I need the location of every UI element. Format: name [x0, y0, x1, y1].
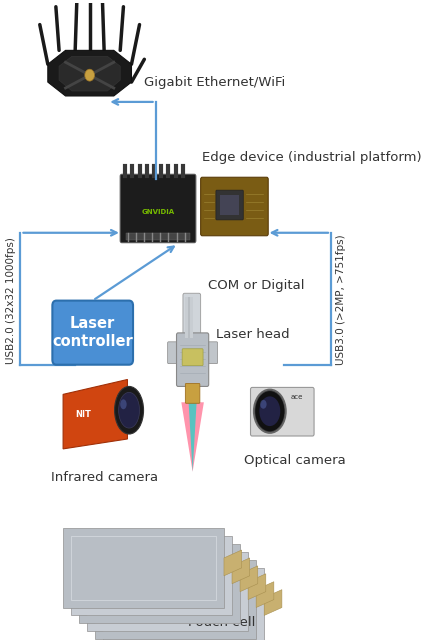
FancyBboxPatch shape	[185, 297, 189, 338]
Text: NIT: NIT	[75, 410, 91, 419]
Ellipse shape	[119, 392, 139, 428]
Text: COM or Digital: COM or Digital	[208, 279, 304, 292]
FancyBboxPatch shape	[216, 190, 243, 220]
Polygon shape	[63, 528, 224, 608]
Text: ace: ace	[290, 394, 303, 401]
FancyBboxPatch shape	[126, 233, 190, 240]
FancyBboxPatch shape	[52, 301, 133, 365]
Text: GNVIDIA: GNVIDIA	[141, 209, 175, 215]
Polygon shape	[87, 552, 248, 631]
Polygon shape	[264, 590, 282, 615]
FancyBboxPatch shape	[201, 177, 268, 236]
FancyBboxPatch shape	[177, 333, 209, 386]
Polygon shape	[224, 550, 242, 575]
FancyBboxPatch shape	[185, 383, 200, 403]
FancyBboxPatch shape	[220, 195, 239, 215]
Text: Optical camera: Optical camera	[244, 454, 346, 467]
Polygon shape	[95, 560, 256, 639]
Polygon shape	[48, 50, 132, 96]
FancyBboxPatch shape	[190, 297, 194, 338]
Ellipse shape	[120, 399, 127, 409]
Text: Laser head: Laser head	[216, 329, 289, 341]
Text: Pouch cell: Pouch cell	[188, 616, 255, 629]
Polygon shape	[189, 403, 197, 472]
FancyBboxPatch shape	[120, 174, 196, 242]
Ellipse shape	[259, 396, 280, 426]
Polygon shape	[248, 574, 266, 599]
Ellipse shape	[255, 390, 285, 432]
Polygon shape	[71, 536, 232, 615]
Ellipse shape	[260, 400, 267, 409]
Polygon shape	[232, 558, 250, 584]
Ellipse shape	[85, 69, 95, 81]
Polygon shape	[103, 568, 264, 643]
Text: Gigabit Ethernet/WiFi: Gigabit Ethernet/WiFi	[144, 76, 285, 89]
Text: USB2.0 (32x32 1000fps): USB2.0 (32x32 1000fps)	[6, 237, 16, 364]
Text: Edge device (industrial platform): Edge device (industrial platform)	[202, 151, 422, 165]
FancyBboxPatch shape	[251, 388, 314, 436]
Polygon shape	[59, 57, 120, 91]
Text: USB3.0 (>2MP, >751fps): USB3.0 (>2MP, >751fps)	[335, 235, 346, 365]
Polygon shape	[181, 403, 204, 472]
Polygon shape	[256, 582, 274, 608]
FancyBboxPatch shape	[205, 342, 218, 364]
Text: Infrared camera: Infrared camera	[51, 471, 158, 484]
FancyBboxPatch shape	[182, 349, 203, 366]
Polygon shape	[63, 379, 127, 449]
FancyBboxPatch shape	[168, 342, 181, 364]
Polygon shape	[79, 544, 240, 623]
FancyBboxPatch shape	[188, 297, 191, 338]
Polygon shape	[240, 566, 258, 592]
FancyBboxPatch shape	[183, 293, 201, 342]
Text: Laser
controller: Laser controller	[52, 316, 133, 349]
Ellipse shape	[114, 386, 144, 434]
